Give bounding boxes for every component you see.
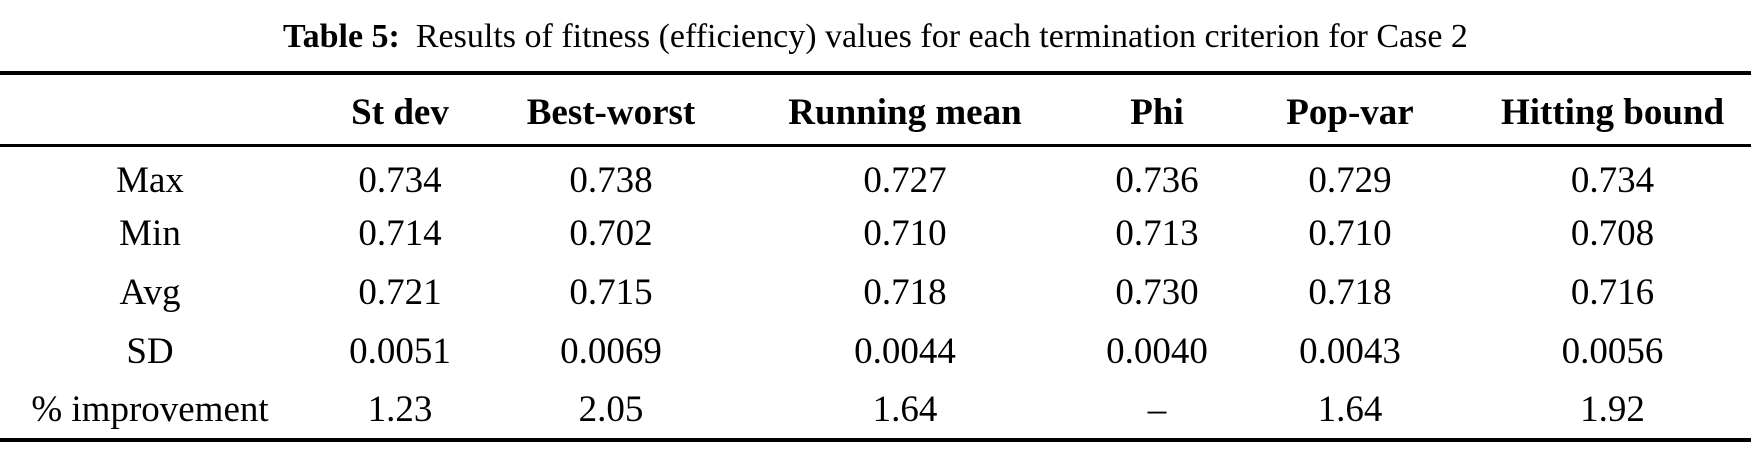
cell-value: 0.0051	[349, 331, 451, 372]
cell-value: 0.716	[1570, 272, 1655, 313]
cell-value: 0.0043	[1299, 331, 1401, 372]
row-label: Max	[116, 159, 184, 201]
cell-value: 0.710	[1308, 213, 1392, 254]
cell-value: 1.23	[367, 389, 433, 430]
row-label: SD	[126, 331, 174, 372]
cell-value: 0.710	[863, 213, 947, 254]
cell-value: 0.714	[358, 213, 442, 254]
cell-value: 0.0040	[1106, 331, 1208, 372]
row-label: Min	[119, 213, 181, 254]
cell-value: 0.721	[358, 272, 442, 313]
table-caption: Table 5: Results of fitness (efficiency)…	[0, 0, 1751, 71]
table-row-avg: Avg 0.721 0.715 0.718 0.730 0.718 0.716	[0, 263, 1751, 322]
cell-value: 0.736	[1115, 159, 1199, 201]
cell-value: 1.64	[1317, 389, 1383, 430]
cell-value: 0.729	[1308, 159, 1392, 201]
table-row-max: Max 0.734 0.738 0.727 0.736 0.729 0.734	[0, 145, 1751, 204]
table-row-improvement: % improvement 1.23 2.05 1.64 – 1.64 1.92	[0, 381, 1751, 440]
row-label: Avg	[119, 272, 181, 313]
cell-value: 0.718	[863, 272, 947, 313]
cell-value: 1.64	[872, 389, 938, 430]
cell-value: 1.92	[1580, 389, 1645, 430]
table-caption-number: Table 5:	[283, 17, 400, 55]
column-header-running-mean: Running mean	[722, 73, 1088, 147]
cell-value: 0.0044	[854, 331, 956, 372]
cell-value: 0.734	[358, 159, 442, 201]
table-header: St dev Best-worst Running mean Phi Pop-v…	[0, 73, 1751, 147]
cell-value: 0.713	[1115, 213, 1199, 254]
column-header-pop-var: Pop-var	[1226, 73, 1474, 147]
cell-value: 0.738	[569, 159, 653, 201]
cell-value: 0.0069	[560, 331, 662, 372]
table-body: Max 0.734 0.738 0.727 0.736 0.729 0.734 …	[0, 145, 1751, 440]
cell-value: 0.0056	[1561, 331, 1664, 372]
table-row-sd: SD 0.0051 0.0069 0.0044 0.0040 0.0043 0.…	[0, 322, 1751, 381]
table-caption-text: Results of fitness (efficiency) values f…	[415, 17, 1468, 55]
column-header-phi: Phi	[1088, 73, 1226, 147]
column-header-st-dev: St dev	[300, 73, 500, 147]
column-header-hitting-bound: Hitting bound	[1474, 73, 1751, 147]
cell-value: 0.730	[1115, 272, 1199, 313]
cell-value: 0.727	[863, 159, 947, 201]
column-header-empty	[0, 73, 300, 147]
cell-value: 0.702	[569, 213, 653, 254]
table-row-min: Min 0.714 0.702 0.710 0.713 0.710 0.708	[0, 204, 1751, 263]
cell-value: 0.715	[569, 272, 653, 313]
column-header-best-worst: Best-worst	[500, 73, 722, 147]
row-label: % improvement	[31, 389, 269, 430]
cell-value: –	[1147, 389, 1167, 430]
results-table: St dev Best-worst Running mean Phi Pop-v…	[0, 71, 1751, 442]
cell-value: 0.708	[1570, 213, 1655, 254]
cell-value: 0.718	[1308, 272, 1392, 313]
cell-value: 2.05	[578, 389, 644, 430]
cell-value: 0.734	[1570, 159, 1655, 201]
header-row: St dev Best-worst Running mean Phi Pop-v…	[0, 73, 1751, 147]
